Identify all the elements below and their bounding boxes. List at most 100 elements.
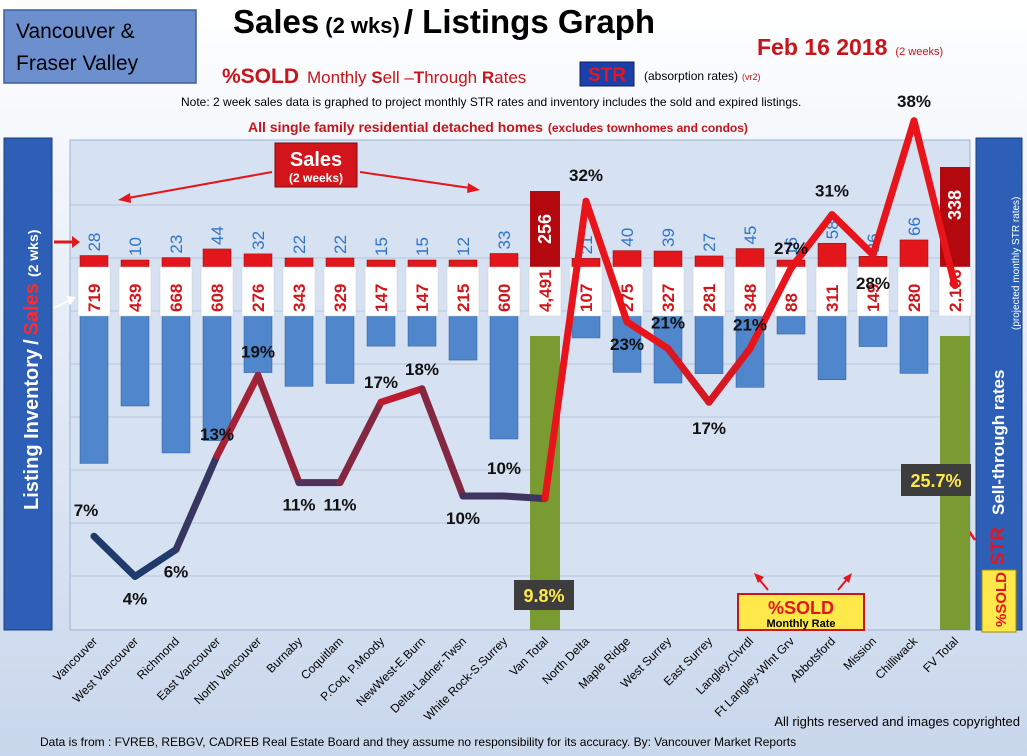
inventory-label-cell <box>733 266 767 317</box>
x-tick-label: NewWest-E.Burn <box>353 634 428 709</box>
str-value-label: 21% <box>651 314 685 333</box>
str-value-label: 38% <box>897 92 931 111</box>
str-line-segment <box>910 117 959 290</box>
sales-bar <box>202 248 232 268</box>
right-axis-note: (projected monthly STR rates) <box>1011 197 1022 330</box>
sales-bar <box>817 242 847 268</box>
date-value: Feb 16 2018 <box>757 34 888 60</box>
rights-text: All rights reserved and images copyright… <box>774 714 1020 729</box>
inventory-bar <box>571 315 601 339</box>
inventory-bar <box>694 315 724 374</box>
sales-bar <box>612 250 642 268</box>
sales-bar <box>120 259 150 268</box>
sales-bar <box>325 257 355 268</box>
str-value-label: 17% <box>692 419 726 438</box>
x-tick-label: FV Total <box>920 634 961 675</box>
str-line-segment <box>172 452 221 554</box>
str-value-label: 11% <box>282 496 315 515</box>
left-inventory-arrow <box>53 299 71 309</box>
sales-value-label: 22 <box>331 235 350 254</box>
sales-value-label: 40 <box>618 228 637 247</box>
inventory-value-label: 348 <box>741 284 760 312</box>
fv-total-str: 25.7% <box>910 471 961 491</box>
sales-bar <box>366 259 396 268</box>
sales-value-label: 12 <box>454 237 473 256</box>
inventory-label-cell <box>159 266 193 317</box>
inventory-label-cell <box>815 266 849 317</box>
inventory-bar <box>243 315 273 373</box>
sales-bar <box>161 257 191 268</box>
inventory-label-cell <box>77 266 111 317</box>
title-sales: Sales <box>233 3 319 40</box>
str-line-segment <box>664 345 713 406</box>
inventory-value-label: 329 <box>331 284 350 312</box>
sales-bar <box>79 255 109 268</box>
x-tick-label: Burnaby <box>264 634 306 676</box>
inventory-bar <box>448 315 478 361</box>
str-badge: STR <box>588 65 626 86</box>
inventory-value-label: 719 <box>85 284 104 312</box>
left-axis-period: (2 wks) <box>25 230 41 277</box>
source-text: Data is from : FVREB, REBGV, CADREB Real… <box>40 735 796 749</box>
str-value-label: 19% <box>241 342 275 361</box>
right-axis-str: STR <box>988 527 1009 565</box>
sales-callout-arrowhead-right <box>467 183 480 193</box>
sales-value-label: 15 <box>372 237 391 256</box>
sales-value-label: 44 <box>208 226 227 245</box>
x-tick-label: Chilliwack <box>873 634 921 682</box>
left-axis-sep: / <box>21 339 43 345</box>
label-layer: 28 719 10 439 23 668 44 608 32 276 22 343 22 329 15 147… <box>85 190 965 312</box>
scope-main: All single family residential detached h… <box>248 119 543 135</box>
inventory-bar <box>407 315 437 347</box>
sales-bar <box>448 259 478 268</box>
inventory-value-label: 608 <box>208 284 227 312</box>
subtitle-w5: R <box>482 68 494 87</box>
x-tick-label: Delta-Ladner-Twsn <box>388 634 470 716</box>
sales-value-label: 256 <box>535 214 555 244</box>
right-axis-panel <box>975 137 1023 631</box>
left-axis-sales: Sales <box>21 283 43 335</box>
sales-bar <box>694 255 724 268</box>
inventory-label-cell <box>487 266 521 317</box>
subtitle-pct-sold: %SOLD <box>222 65 299 88</box>
inventory-bar <box>120 315 150 407</box>
subtitle-w1: S <box>371 68 382 87</box>
inventory-bar <box>366 315 396 347</box>
inventory-value-label: 88 <box>782 293 801 312</box>
subtitle-w6: ates <box>494 68 526 87</box>
inventory-value-label: 280 <box>905 284 924 312</box>
left-axis-label: Listing Inventory / Sales (2 wks) <box>21 230 43 510</box>
inventory-value-label: 4,491 <box>536 269 555 312</box>
sales-value-label: 45 <box>741 226 760 245</box>
sales-callout-arrow-right <box>359 171 471 189</box>
pct-sold-arrowhead-right <box>843 573 852 583</box>
str-value-label: 27% <box>774 239 808 258</box>
sales-bar <box>489 253 519 268</box>
str-value-label: 31% <box>815 182 849 201</box>
van-total-str: 9.8% <box>523 586 564 606</box>
pct-sold-callout-box <box>737 593 865 631</box>
sales-bar <box>735 248 765 268</box>
inventory-bar <box>284 315 314 387</box>
str-value-label: 10% <box>487 459 521 478</box>
inventory-bar <box>79 315 109 464</box>
inventory-bar <box>858 315 888 347</box>
x-tick-label: Ft Langley-Wlnt Grv <box>712 634 797 719</box>
inventory-value-label: 668 <box>167 284 186 312</box>
str-line-segment <box>869 117 918 259</box>
str-value-label: 7% <box>74 501 99 520</box>
sales-callout-arrowhead-left <box>118 193 131 203</box>
inventory-label-cell <box>446 266 480 317</box>
sales-value-label: 66 <box>905 217 924 236</box>
inventory-label-cell <box>200 266 234 317</box>
sales-callout-box <box>274 142 358 188</box>
subtitle-w3: T <box>414 68 425 87</box>
sales-bar <box>284 257 314 268</box>
inventory-value-label: 147 <box>413 284 432 312</box>
inventory-bar <box>202 315 232 441</box>
note-text: Note: 2 week sales data is graphed to pr… <box>181 95 801 109</box>
left-axis-inventory: Listing Inventory <box>21 348 43 510</box>
pct-sold-arrowhead-left <box>754 573 764 583</box>
inventory-bar <box>817 315 847 381</box>
